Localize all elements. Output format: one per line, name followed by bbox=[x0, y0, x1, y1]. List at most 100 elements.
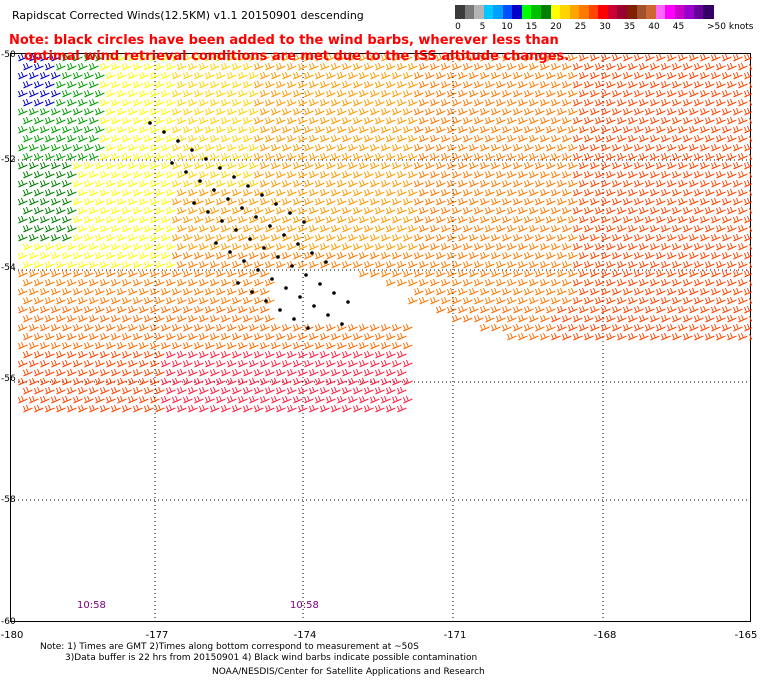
wind-barb bbox=[561, 80, 572, 89]
wind-barb bbox=[710, 287, 721, 296]
wind-barb bbox=[176, 242, 187, 251]
wind-barb bbox=[314, 377, 325, 386]
wind-barb bbox=[732, 215, 743, 224]
wind-barb bbox=[116, 215, 127, 224]
wind-barb bbox=[308, 170, 319, 179]
wind-barb bbox=[363, 98, 374, 107]
wind-barb bbox=[138, 89, 149, 98]
wind-barb bbox=[55, 386, 66, 395]
wind-barb bbox=[688, 161, 699, 170]
wind-barb bbox=[198, 368, 209, 377]
wind-barb bbox=[660, 188, 671, 197]
wind-barb bbox=[556, 233, 567, 242]
time-label-2: 10:58 bbox=[290, 600, 319, 611]
wind-barb bbox=[572, 152, 583, 161]
wind-barb bbox=[391, 143, 402, 152]
contamination-circle bbox=[324, 260, 328, 264]
wind-barb bbox=[248, 53, 259, 62]
wind-barb bbox=[132, 62, 143, 71]
wind-barb bbox=[605, 116, 616, 125]
wind-barb bbox=[99, 260, 110, 269]
wind-barb bbox=[176, 278, 187, 287]
wind-barb bbox=[171, 233, 182, 242]
wind-barb bbox=[330, 98, 341, 107]
wind-barb bbox=[600, 215, 611, 224]
wind-barb bbox=[94, 269, 105, 278]
wind-barb bbox=[44, 98, 55, 107]
wind-barb bbox=[132, 188, 143, 197]
wind-barb bbox=[325, 89, 336, 98]
wind-barb bbox=[396, 80, 407, 89]
wind-barb bbox=[149, 287, 160, 296]
wind-barb bbox=[484, 80, 495, 89]
wind-barb bbox=[583, 296, 594, 305]
wind-barb bbox=[358, 71, 369, 80]
wind-barb bbox=[281, 323, 292, 332]
wind-barb bbox=[160, 377, 171, 386]
wind-barb bbox=[138, 197, 149, 206]
wind-barb bbox=[220, 170, 231, 179]
wind-barb bbox=[484, 134, 495, 143]
wind-barb bbox=[682, 314, 693, 323]
wind-barb bbox=[193, 125, 204, 134]
wind-barb bbox=[748, 315, 752, 323]
wind-barb bbox=[110, 242, 121, 251]
wind-barb bbox=[127, 323, 138, 332]
wind-barb bbox=[226, 359, 237, 368]
wind-barb bbox=[462, 278, 473, 287]
wind-barb bbox=[583, 116, 594, 125]
wind-barb bbox=[501, 161, 512, 170]
wind-barb bbox=[699, 287, 710, 296]
wind-barb bbox=[561, 206, 572, 215]
wind-barb bbox=[198, 80, 209, 89]
wind-barb bbox=[704, 242, 715, 251]
wind-barb bbox=[281, 377, 292, 386]
wind-barb bbox=[94, 179, 105, 188]
wind-barb bbox=[209, 296, 220, 305]
wind-barb bbox=[385, 170, 396, 179]
wind-barb bbox=[567, 305, 578, 314]
wind-barb bbox=[17, 215, 28, 224]
wind-barb bbox=[627, 314, 638, 323]
wind-barb bbox=[457, 161, 468, 170]
wind-barb bbox=[561, 242, 572, 251]
wind-barb bbox=[479, 269, 490, 278]
wind-barb bbox=[528, 332, 539, 341]
wind-barb bbox=[649, 242, 660, 251]
wind-barb bbox=[198, 386, 209, 395]
wind-barb bbox=[402, 395, 413, 404]
wind-barb bbox=[611, 233, 622, 242]
wind-barb bbox=[165, 314, 176, 323]
wind-barb bbox=[193, 197, 204, 206]
wind-barb bbox=[154, 314, 165, 323]
wind-barb bbox=[72, 305, 83, 314]
wind-barb bbox=[721, 89, 732, 98]
wind-barb bbox=[198, 296, 209, 305]
wind-barb bbox=[495, 224, 506, 233]
wind-barb bbox=[594, 116, 605, 125]
wind-barb bbox=[33, 98, 44, 107]
wind-barb bbox=[127, 161, 138, 170]
wind-barb bbox=[127, 89, 138, 98]
wind-barb bbox=[270, 323, 281, 332]
wind-barb bbox=[44, 242, 55, 251]
wind-barb bbox=[182, 179, 193, 188]
wind-barb bbox=[457, 107, 468, 116]
wind-barb bbox=[171, 359, 182, 368]
wind-barb bbox=[44, 260, 55, 269]
wind-barb bbox=[292, 395, 303, 404]
contamination-circle bbox=[268, 224, 272, 228]
legend-tick-label: 30 bbox=[599, 22, 611, 32]
wind-barb bbox=[187, 350, 198, 359]
wind-barb bbox=[528, 278, 539, 287]
wind-barb bbox=[259, 377, 270, 386]
wind-barb bbox=[435, 53, 446, 62]
wind-barb bbox=[556, 71, 567, 80]
wind-barb bbox=[721, 233, 732, 242]
wind-barb bbox=[77, 116, 88, 125]
wind-barb bbox=[165, 116, 176, 125]
wind-barb bbox=[171, 251, 182, 260]
lon-label-177: -177 bbox=[145, 630, 169, 641]
wind-barb bbox=[286, 170, 297, 179]
wind-barb bbox=[121, 296, 132, 305]
